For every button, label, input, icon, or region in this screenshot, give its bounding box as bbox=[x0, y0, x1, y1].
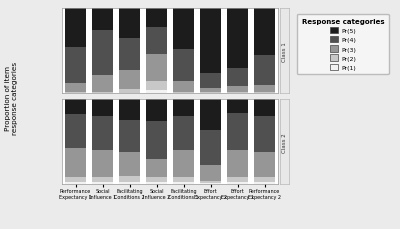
Bar bbox=[65, 48, 86, 84]
Bar bbox=[227, 113, 248, 150]
Bar bbox=[65, 177, 86, 183]
Bar bbox=[227, 100, 248, 113]
Bar bbox=[200, 89, 221, 93]
Bar bbox=[146, 90, 167, 94]
Bar bbox=[92, 177, 113, 183]
Bar bbox=[65, 114, 86, 148]
Text: Class 2: Class 2 bbox=[282, 132, 287, 152]
Bar bbox=[92, 150, 113, 177]
Legend: Pr(5), Pr(4), Pr(3), Pr(2), Pr(1): Pr(5), Pr(4), Pr(3), Pr(2), Pr(1) bbox=[297, 15, 388, 75]
Bar bbox=[227, 177, 248, 183]
Bar bbox=[146, 55, 167, 82]
Bar bbox=[254, 9, 275, 56]
Bar bbox=[173, 177, 194, 183]
Bar bbox=[227, 93, 248, 94]
Bar bbox=[92, 92, 113, 94]
Bar bbox=[227, 87, 248, 93]
Bar bbox=[92, 9, 113, 31]
Bar bbox=[173, 150, 194, 177]
Bar bbox=[119, 90, 140, 94]
Bar bbox=[254, 92, 275, 94]
Bar bbox=[119, 39, 140, 71]
Bar bbox=[173, 50, 194, 82]
Bar bbox=[173, 92, 194, 94]
Bar bbox=[200, 100, 221, 130]
Bar bbox=[92, 183, 113, 184]
Bar bbox=[200, 181, 221, 183]
Bar bbox=[254, 152, 275, 177]
Bar bbox=[146, 177, 167, 183]
Bar bbox=[200, 93, 221, 94]
Bar bbox=[65, 9, 86, 48]
Bar bbox=[65, 148, 86, 177]
Bar bbox=[146, 122, 167, 159]
Bar bbox=[173, 82, 194, 92]
Bar bbox=[119, 152, 140, 176]
Bar bbox=[119, 71, 140, 90]
Bar bbox=[200, 130, 221, 166]
Bar bbox=[227, 9, 248, 68]
Bar bbox=[119, 100, 140, 120]
Bar bbox=[92, 100, 113, 117]
Bar bbox=[173, 100, 194, 117]
Bar bbox=[119, 183, 140, 184]
Bar bbox=[146, 159, 167, 177]
Bar bbox=[200, 166, 221, 181]
Bar bbox=[227, 150, 248, 177]
Bar bbox=[119, 9, 140, 39]
Bar bbox=[200, 74, 221, 89]
Bar bbox=[254, 100, 275, 117]
Text: Class 1: Class 1 bbox=[282, 42, 287, 61]
Bar bbox=[65, 84, 86, 92]
Bar bbox=[146, 82, 167, 90]
Bar bbox=[65, 100, 86, 114]
Bar bbox=[254, 183, 275, 184]
Bar bbox=[173, 183, 194, 184]
Bar bbox=[65, 183, 86, 184]
Bar bbox=[146, 183, 167, 184]
Bar bbox=[254, 85, 275, 92]
Bar bbox=[65, 92, 86, 94]
Bar bbox=[146, 100, 167, 122]
Bar bbox=[227, 68, 248, 87]
Bar bbox=[254, 117, 275, 152]
Bar bbox=[119, 120, 140, 152]
Bar bbox=[92, 75, 113, 92]
Bar bbox=[92, 31, 113, 75]
Bar bbox=[200, 9, 221, 74]
Bar bbox=[146, 28, 167, 55]
Bar bbox=[227, 183, 248, 184]
Bar bbox=[146, 9, 167, 28]
Bar bbox=[254, 177, 275, 183]
Bar bbox=[173, 117, 194, 150]
Bar bbox=[92, 117, 113, 150]
Text: Proportion of item
response categories: Proportion of item response categories bbox=[5, 62, 18, 135]
Bar bbox=[200, 183, 221, 184]
Bar bbox=[173, 9, 194, 50]
Bar bbox=[254, 56, 275, 85]
Bar bbox=[119, 176, 140, 183]
